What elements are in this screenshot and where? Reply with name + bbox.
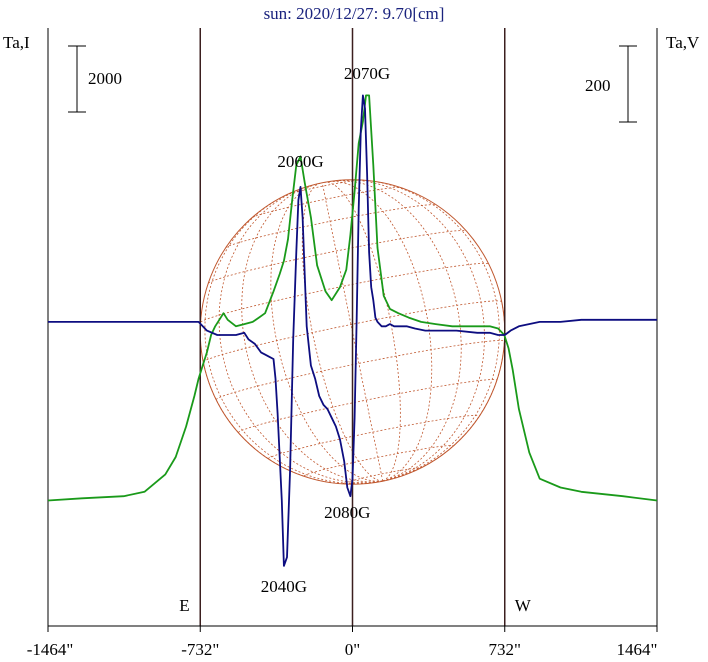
scale-bars	[68, 45, 637, 123]
grid-longitude-line	[270, 184, 383, 482]
x-tick-label: -732"	[181, 640, 220, 659]
source-label: 2070G	[343, 64, 391, 84]
series-line-intensity	[47, 94, 658, 502]
grid-latitude-line	[251, 187, 401, 218]
x-tick-label: 0"	[344, 640, 361, 659]
grid-latitude-line	[208, 230, 467, 284]
grid-latitude-line	[342, 467, 421, 484]
scale-bar-left-value: 2000	[88, 69, 122, 88]
limb-lines	[199, 28, 506, 626]
data-series	[47, 94, 658, 567]
grid-longitude-line	[324, 181, 401, 482]
grid-longitude-line	[333, 180, 462, 482]
source-label: 2040G	[260, 577, 307, 597]
y-axis-label-right: Ta,V	[666, 33, 700, 52]
series-line-polarization	[48, 94, 657, 567]
grid-latitude-line	[200, 262, 489, 323]
grid-longitude-line	[352, 179, 500, 482]
grid-longitude-line	[301, 182, 383, 482]
source-label: 2080G	[324, 503, 371, 523]
x-tick-label: 732"	[488, 640, 521, 659]
source-label: 2060G	[277, 151, 324, 171]
x-tick-label: 1464"	[616, 640, 658, 659]
grid-longitude-line	[321, 182, 384, 482]
y-axis-label-left: Ta,I	[3, 33, 30, 52]
x-tick-label: -1464"	[26, 640, 74, 659]
grid-latitude-line	[285, 179, 361, 196]
grid-longitude-line	[335, 179, 485, 482]
solar-disk-grid	[199, 179, 506, 485]
grid-longitude-line	[218, 185, 383, 484]
limb-mark-e: E	[179, 596, 190, 615]
grid-latitude-line	[225, 204, 437, 248]
grid-latitude-line	[238, 379, 498, 433]
limb-mark-w: W	[514, 596, 531, 615]
scale-bar-right-value: 200	[585, 76, 611, 95]
x-axis-ticks	[47, 626, 658, 632]
grid-longitude-line	[330, 180, 433, 482]
grid-longitude-line	[241, 185, 383, 483]
chart-title: sun: 2020/12/27: 9.70[cm]	[263, 4, 445, 23]
grid-longitude-line	[204, 191, 383, 484]
